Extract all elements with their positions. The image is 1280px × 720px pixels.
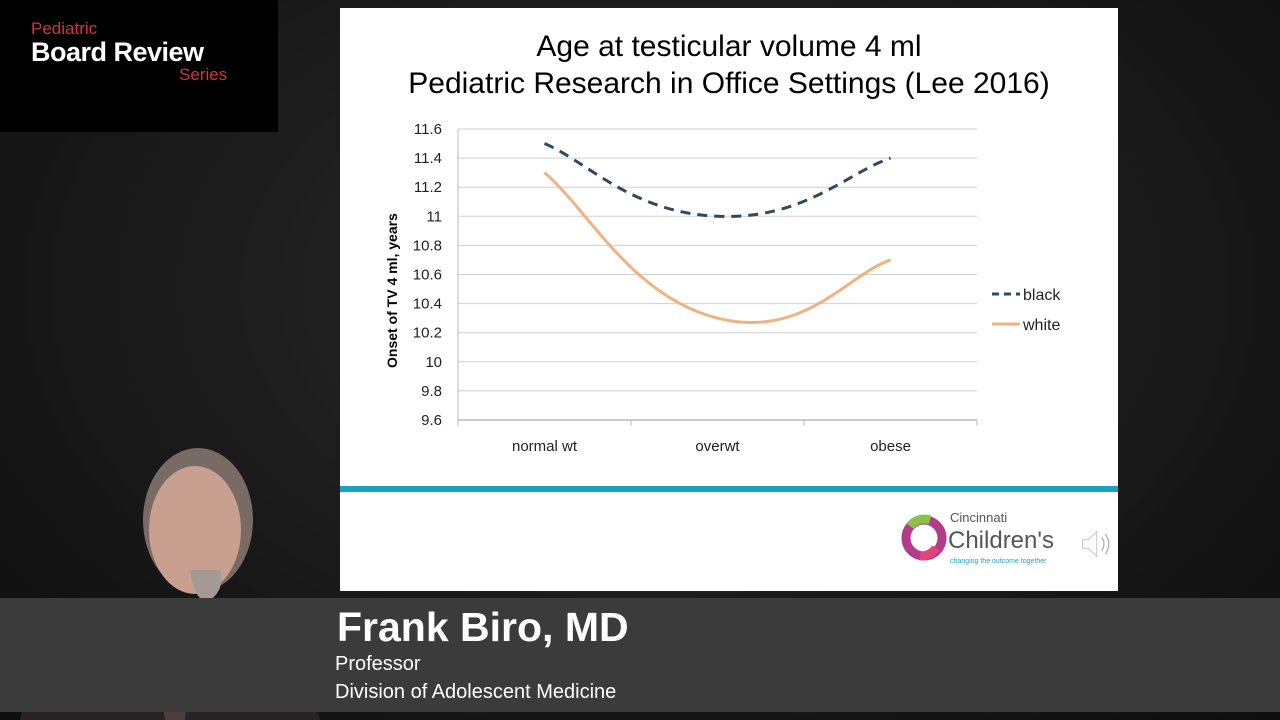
logo-tagline: changing the outcome together	[950, 558, 1047, 565]
lower-third	[0, 598, 1280, 712]
legend-label-white: white	[1022, 317, 1060, 334]
y-tick-label: 11.4	[414, 150, 442, 167]
logo-mark-icon	[901, 514, 947, 561]
slide: Age at testicular volume 4 ml Pediatric …	[340, 8, 1118, 591]
series-line-black	[543, 142, 891, 218]
speaker-icon	[1082, 530, 1110, 558]
series-line-white	[543, 171, 891, 325]
logo-line1: Pediatric	[31, 19, 98, 38]
title-line1: Age at testicular volume 4 ml	[536, 30, 922, 63]
slide-title: Age at testicular volume 4 ml Pediatric …	[340, 28, 1118, 102]
y-tick-label: 11	[426, 208, 442, 225]
y-tick-label: 10.8	[413, 237, 442, 254]
logo-text-1: Cincinnati	[950, 510, 1008, 525]
logo-line2: Board Review	[31, 37, 204, 67]
cincinnati-childrens-logo: Cincinnati Children's changing the outco…	[900, 506, 1115, 576]
y-tick-label: 9.6	[421, 412, 442, 429]
series-logo: Pediatric Board Review Series	[0, 0, 278, 132]
speaker-name: Frank Biro, MD	[337, 604, 629, 650]
title-line2: Pediatric Research in Office Settings (L…	[408, 67, 1050, 100]
y-tick-label: 10	[425, 354, 442, 371]
y-tick-label: 11.6	[414, 121, 442, 138]
y-tick-label: 9.8	[421, 383, 442, 400]
x-tick-label: overwt	[695, 438, 740, 455]
x-tick-label: normal wt	[512, 438, 578, 455]
speaker-title: Professor	[335, 653, 421, 675]
logo-line3: Series	[179, 65, 228, 84]
legend-label-black: black	[1023, 287, 1061, 304]
x-tick-label: obese	[870, 438, 911, 455]
y-tick-label: 10.4	[413, 296, 442, 313]
y-tick-label: 11.2	[414, 179, 442, 196]
speaker-department: Division of Adolescent Medicine	[335, 681, 617, 703]
logo-text-2: Children's	[948, 527, 1054, 554]
y-tick-label: 10.6	[413, 267, 442, 284]
accent-rule	[340, 486, 1118, 492]
y-tick-label: 10.2	[413, 325, 442, 342]
y-axis-title: Onset of TV 4 ml, years	[384, 213, 400, 368]
line-chart: 9.6 9.8 10 10.2 10.4 10.6 10.8 11 11.2 11.4 11.6 no…	[413, 121, 1062, 455]
